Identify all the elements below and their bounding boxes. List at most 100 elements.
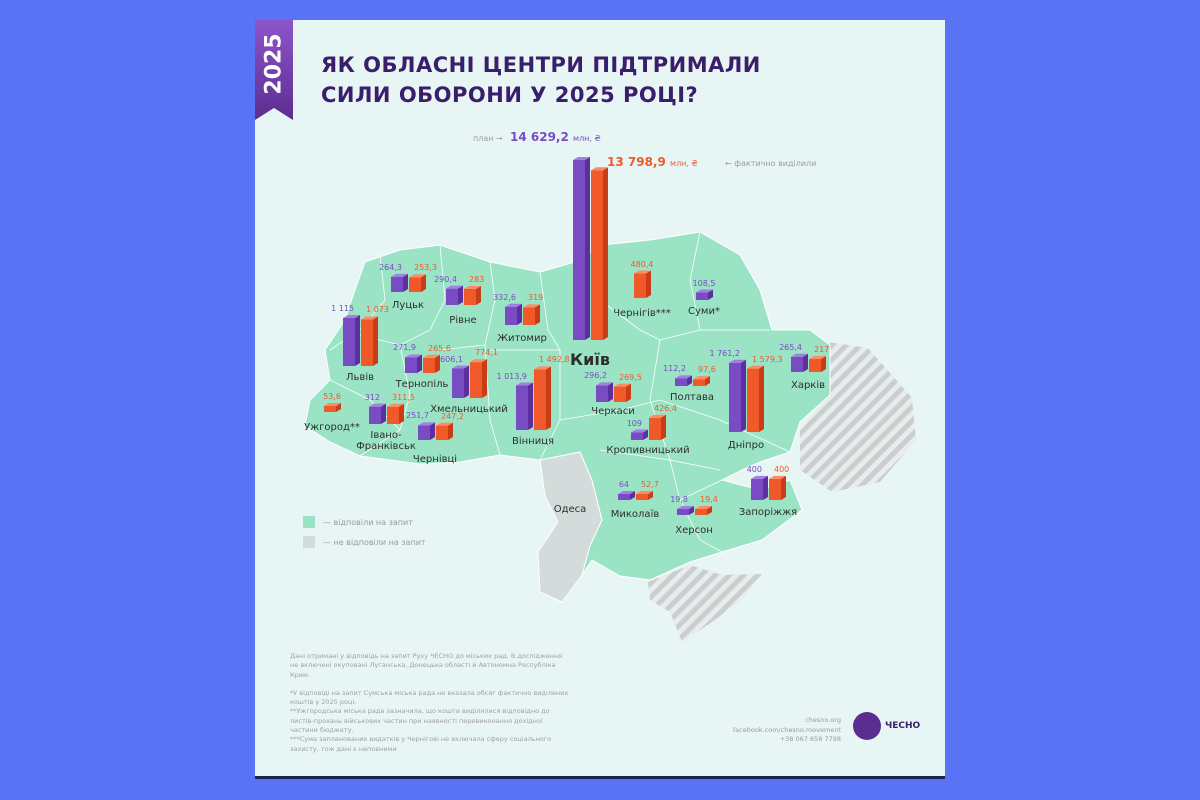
- actual-bar: [423, 354, 440, 373]
- actual-note: ← фактично виділили: [725, 159, 817, 168]
- city-label: Черкаси: [591, 406, 635, 417]
- plan-bar: [369, 403, 386, 424]
- plan-bar: [677, 506, 694, 515]
- plan-bar: [675, 375, 692, 386]
- actual-bar: [387, 403, 404, 424]
- actual-bar: [534, 366, 551, 430]
- plan-bar: [516, 382, 533, 430]
- actual-bar: [695, 506, 712, 515]
- footnote-2: **Ужгородська міська рада зазначила, що …: [290, 707, 550, 735]
- plan-bar: [573, 157, 590, 340]
- legend-not-responded: — не відповіли на запит: [303, 536, 426, 548]
- ukraine-map: [304, 157, 916, 642]
- plan-value-label: 109: [626, 418, 642, 428]
- actual-bar: [649, 414, 666, 440]
- footnote-1: *У відповіді на запит Сумська міська рад…: [290, 688, 569, 707]
- plan-bar: [452, 365, 469, 398]
- plan-value-label: 271,9: [393, 343, 416, 353]
- plan-value-label: 332,6: [493, 292, 516, 302]
- actual-bar: [634, 270, 651, 298]
- city-label: Рівне: [449, 315, 477, 326]
- plan-bar: [618, 491, 635, 500]
- plan-value-label: 19,8: [670, 495, 688, 504]
- actual-value-label: 19,4: [700, 495, 718, 504]
- city-label: Луцьк: [391, 300, 425, 311]
- legend-label: — не відповіли на запит: [323, 537, 426, 547]
- actual-bar: [523, 304, 540, 325]
- infographic-card: 2025 ЯК ОБЛАСНІ ЦЕНТРИ ПІДТРИМАЛИ СИЛИ О…: [255, 20, 945, 779]
- actual-bar: [324, 403, 341, 412]
- actual-bar: [809, 356, 826, 372]
- actual-value-label: 283: [469, 274, 485, 284]
- plan-value-label: 312: [364, 392, 380, 402]
- actual-bar: [361, 316, 378, 366]
- chesno-logo-icon: [853, 712, 881, 740]
- responded-regions: [304, 231, 831, 581]
- facebook-link[interactable]: facebook.com/chesno.movement: [732, 725, 841, 734]
- actual-bar: [747, 365, 764, 432]
- city-label: Житомир: [497, 333, 547, 344]
- plan-bar: [343, 315, 360, 366]
- year-label: 2025: [261, 33, 287, 95]
- actual-value-label: 253,3: [414, 263, 437, 273]
- actual-bar: [436, 422, 453, 440]
- actual-value-label: 247,2: [441, 411, 464, 421]
- plan-value-label: 265,4: [779, 342, 802, 352]
- plan-value-label: 606,1: [440, 354, 463, 364]
- title-line-2: СИЛИ ОБОРОНИ У 2025 РОЦІ?: [321, 83, 699, 107]
- legend-swatch-responded: [303, 516, 315, 528]
- actual-value-label: 1 492,8: [539, 355, 570, 365]
- site-link[interactable]: chesno.org: [805, 716, 841, 724]
- actual-value-label: 52,7: [641, 480, 659, 489]
- city-label: Івано-Франківськ: [356, 430, 416, 452]
- phone-number: +38 067 658 7798: [779, 735, 841, 743]
- plan-bar: [791, 353, 808, 372]
- plan-total-value: 14 629,2: [510, 130, 569, 144]
- city-label: Львів: [346, 372, 374, 383]
- city-label-odesa: Одеса: [553, 504, 587, 515]
- title-line-1: ЯК ОБЛАСНІ ЦЕНТРИ ПІДТРИМАЛИ: [321, 53, 761, 77]
- footnote-source: Дані отримані у відповідь на запит Руху …: [290, 652, 563, 679]
- plan-bar: [751, 475, 768, 500]
- actual-bar: [769, 475, 786, 500]
- city-label: Суми*: [688, 306, 720, 317]
- city-label: Миколаїв: [610, 509, 660, 520]
- year-ribbon: 2025: [255, 20, 293, 120]
- plan-value-label: 296,2: [584, 371, 607, 381]
- actual-value-label: 265,6: [428, 343, 451, 353]
- actual-total-unit: млн, ₴: [670, 159, 698, 168]
- contact-info: chesno.org facebook.com/chesno.movement …: [733, 716, 841, 745]
- actual-value-label: 1 073: [366, 305, 389, 315]
- actual-value-label: 319: [528, 293, 544, 303]
- plan-value-label: 112,2: [663, 364, 686, 374]
- city-label: Запоріжжя: [738, 507, 798, 518]
- actual-value-label: 311,5: [392, 392, 415, 402]
- plan-bar: [405, 354, 422, 373]
- actual-value-label: 774,1: [475, 348, 498, 358]
- plan-bar: [729, 359, 746, 432]
- plan-value-label: 1 115: [331, 304, 354, 313]
- actual-total: 13 798,9 млн, ₴: [607, 155, 698, 169]
- city-label: Харків: [790, 380, 826, 391]
- plan-value-label: 1 013,9: [496, 371, 527, 381]
- plan-bar: [696, 289, 713, 300]
- city-label: Хмельницький: [430, 404, 508, 415]
- city-label: Полтава: [669, 392, 715, 403]
- actual-bar: [591, 167, 608, 340]
- actual-total-value: 13 798,9: [607, 155, 666, 169]
- city-label: Вінниця: [511, 436, 555, 447]
- legend-label: — відповіли на запит: [323, 517, 413, 527]
- city-label: Кропивницький: [606, 445, 690, 456]
- plan-bar: [418, 422, 435, 440]
- plan-value-label: 264,3: [379, 262, 402, 272]
- plan-bar: [631, 429, 648, 440]
- actual-bar: [464, 285, 481, 305]
- actual-bar: [693, 376, 710, 386]
- actual-value-label: 97,6: [698, 365, 716, 375]
- plan-bar: [391, 273, 408, 292]
- plan-bar: [596, 382, 613, 402]
- actual-value-label: 269,5: [619, 372, 642, 382]
- actual-value-label: 1 579,3: [752, 354, 783, 364]
- page-title: ЯК ОБЛАСНІ ЦЕНТРИ ПІДТРИМАЛИ СИЛИ ОБОРОН…: [321, 50, 761, 110]
- actual-value-label: 426,4: [654, 403, 677, 413]
